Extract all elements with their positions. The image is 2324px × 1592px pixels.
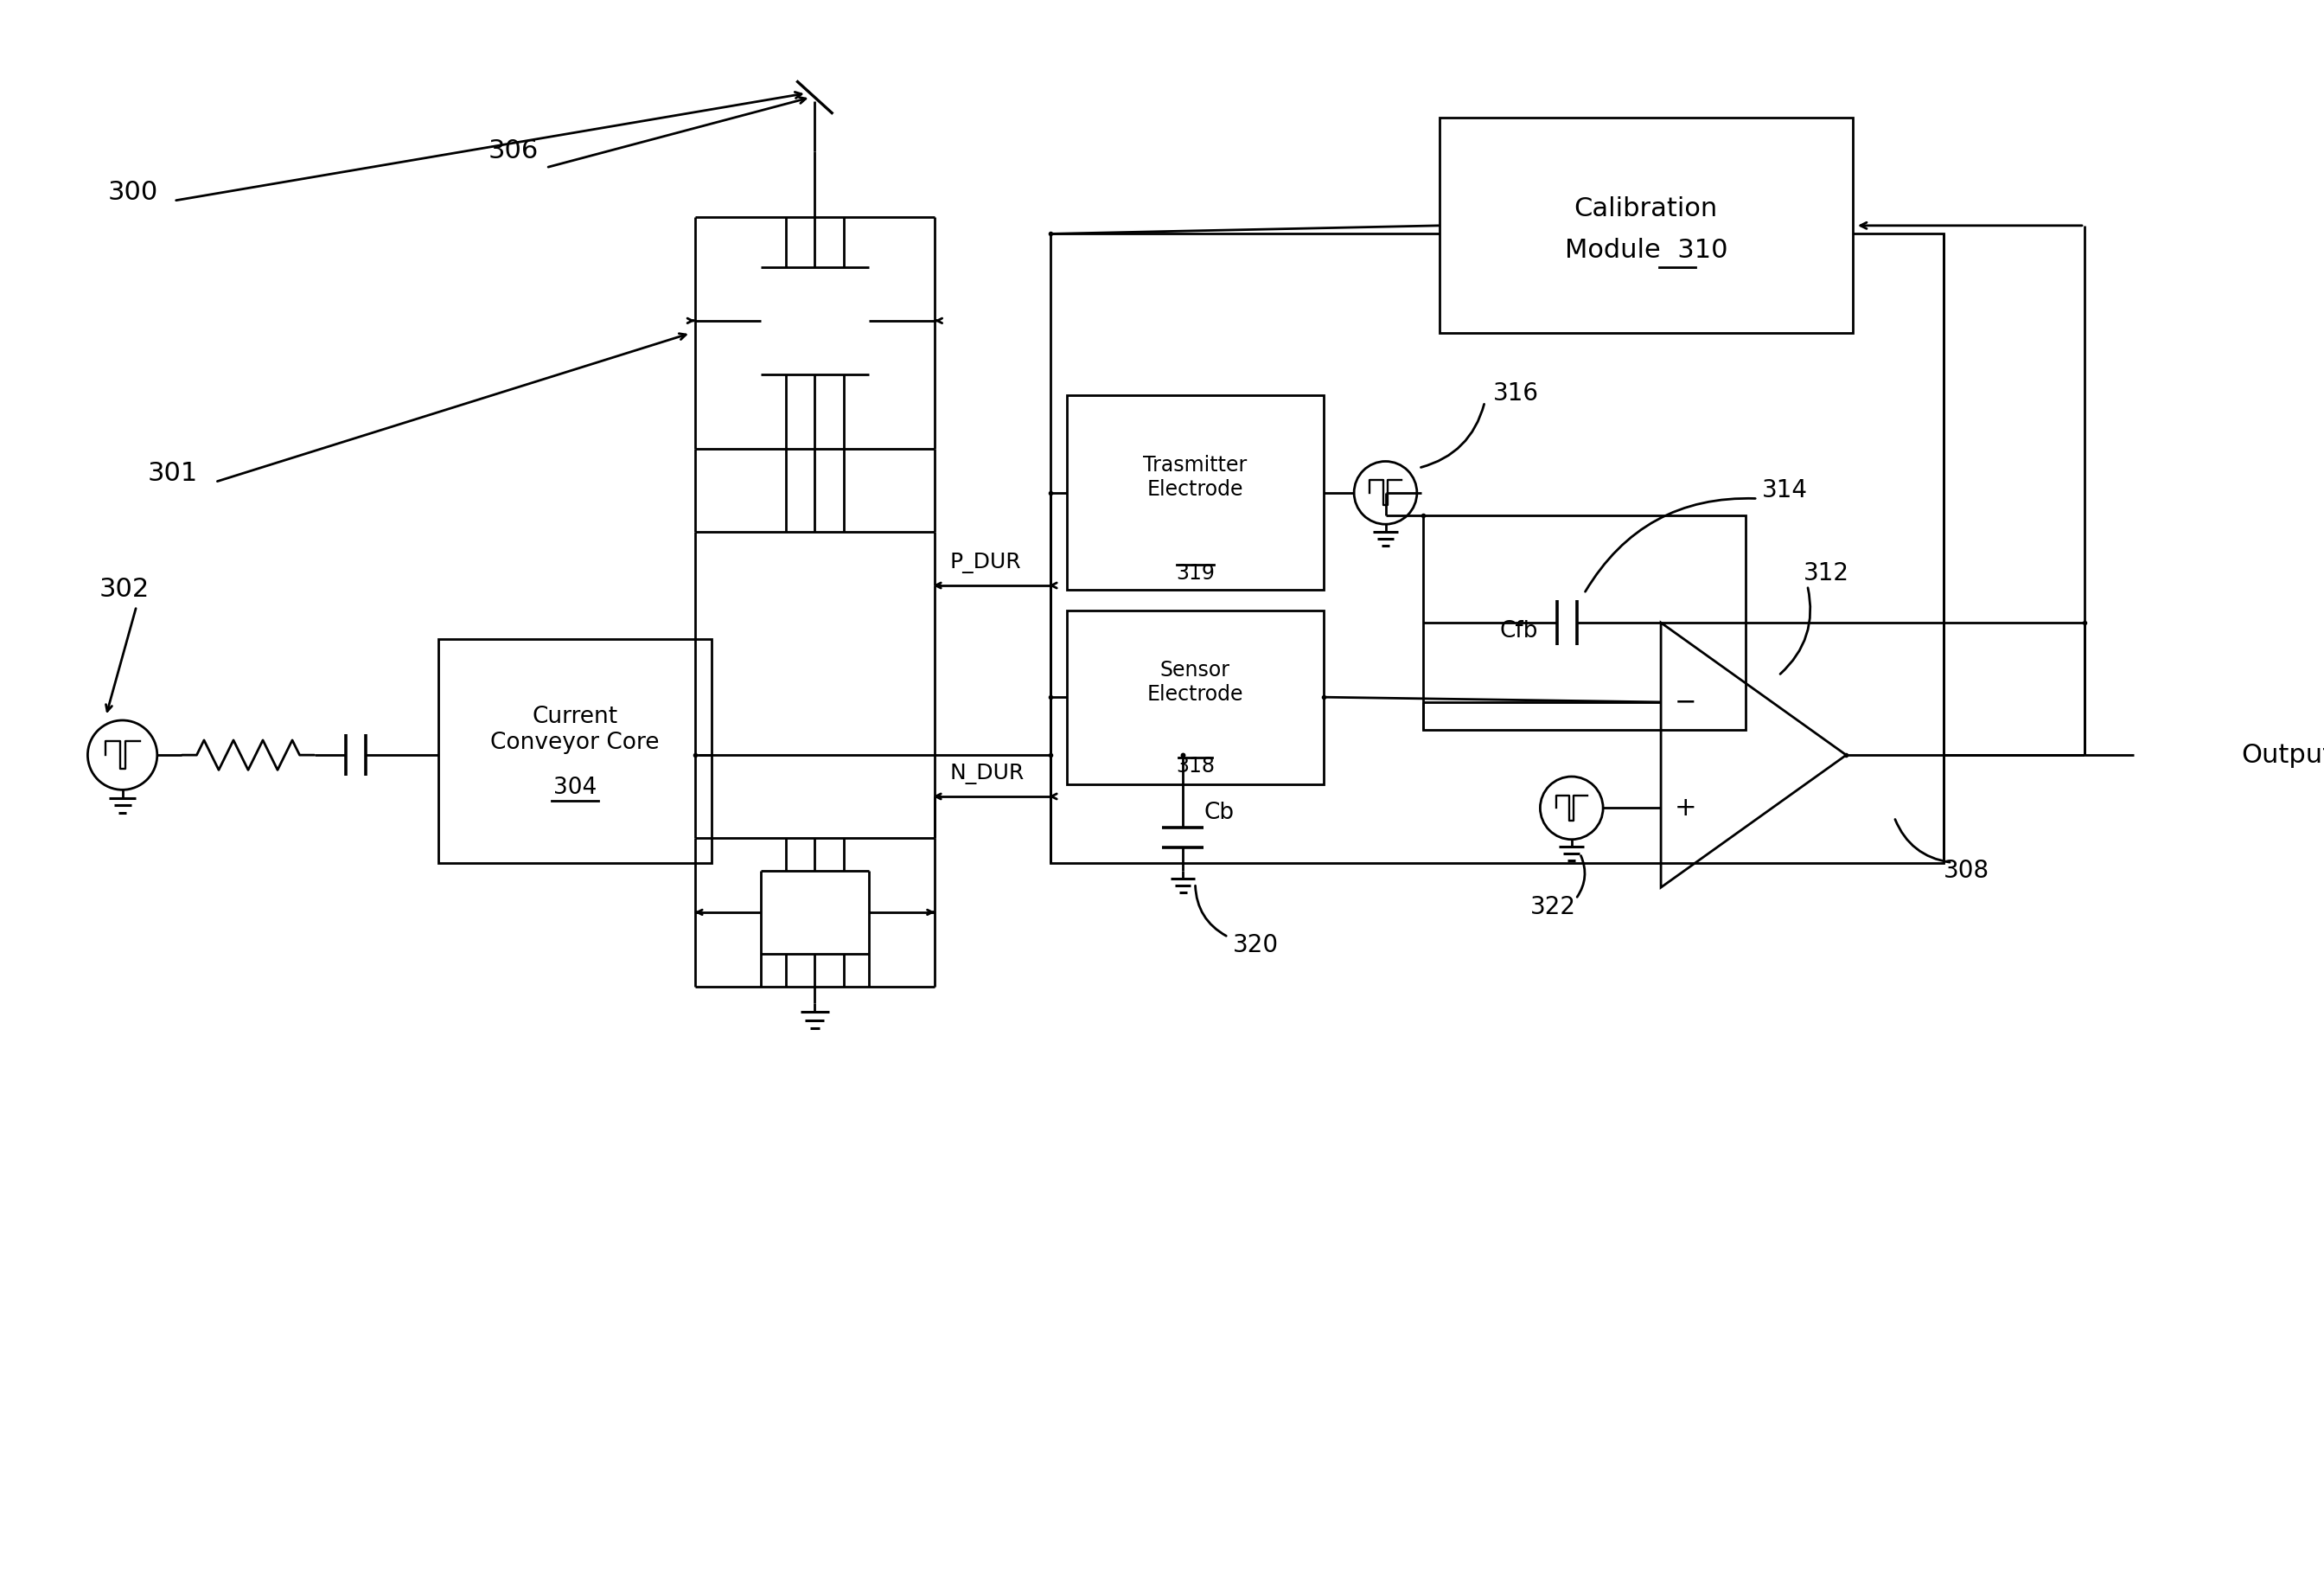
Text: −: − xyxy=(1676,689,1697,715)
Text: 316: 316 xyxy=(1492,382,1538,406)
Bar xyxy=(1050,234,1943,863)
Bar xyxy=(1439,118,1852,333)
Text: Output: Output xyxy=(2243,742,2324,767)
Text: Sensor
Electrode: Sensor Electrode xyxy=(1148,659,1243,705)
Bar xyxy=(1067,610,1322,783)
Bar xyxy=(439,640,711,863)
Text: Cb: Cb xyxy=(1204,802,1234,825)
Text: 322: 322 xyxy=(1529,895,1576,920)
Text: +: + xyxy=(1676,796,1697,820)
Text: 319: 319 xyxy=(1176,562,1215,583)
Text: 314: 314 xyxy=(1762,478,1808,503)
Text: N_DUR: N_DUR xyxy=(951,763,1025,783)
Text: Calibration: Calibration xyxy=(1573,196,1717,221)
Text: Trasmitter
Electrode: Trasmitter Electrode xyxy=(1143,455,1248,500)
Text: 306: 306 xyxy=(488,139,539,164)
Bar xyxy=(1067,395,1322,589)
Text: 308: 308 xyxy=(1943,858,1989,884)
Text: Cfb: Cfb xyxy=(1499,619,1538,642)
Text: Current
Conveyor Core: Current Conveyor Core xyxy=(490,705,660,755)
Text: 304: 304 xyxy=(553,777,597,799)
Text: 302: 302 xyxy=(100,576,149,602)
Text: Module  310: Module 310 xyxy=(1564,237,1727,263)
Text: 300: 300 xyxy=(107,180,158,205)
Text: 301: 301 xyxy=(146,462,198,486)
Text: P_DUR: P_DUR xyxy=(951,552,1020,573)
Text: 318: 318 xyxy=(1176,756,1215,777)
Bar xyxy=(1422,516,1745,731)
Text: 312: 312 xyxy=(1803,560,1850,586)
Text: 320: 320 xyxy=(1232,933,1278,957)
